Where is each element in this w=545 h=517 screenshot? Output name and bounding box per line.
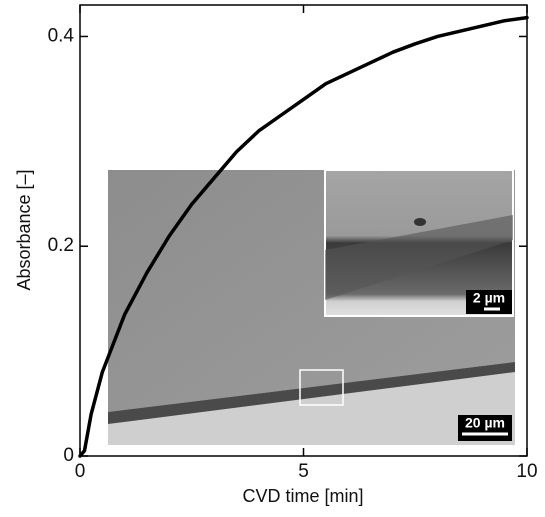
scale-bar-box: [458, 415, 512, 441]
x-tick-label: 10: [516, 461, 537, 482]
x-tick-label: 5: [298, 461, 309, 482]
data-line: [78, 15, 529, 458]
y-tick-label: 0.2: [48, 235, 74, 256]
y-axis-label: Absorbance [–]: [14, 169, 34, 290]
y-tick-label: 0.4: [48, 25, 75, 46]
sem-pore: [414, 218, 426, 226]
x-tick-label: 0: [75, 461, 86, 482]
sem-film: [108, 362, 515, 424]
y-tick-label: 0: [63, 445, 74, 466]
x-axis-label: CVD time [min]: [242, 486, 363, 506]
sem-inset: 20 µm 2 µm: [108, 169, 515, 445]
zoom-box: [299, 369, 344, 406]
sem-zoom-film: [325, 215, 513, 300]
scale-bar-label: 20 µm: [465, 415, 505, 431]
scale-bar-label: 2 µm: [473, 290, 505, 306]
